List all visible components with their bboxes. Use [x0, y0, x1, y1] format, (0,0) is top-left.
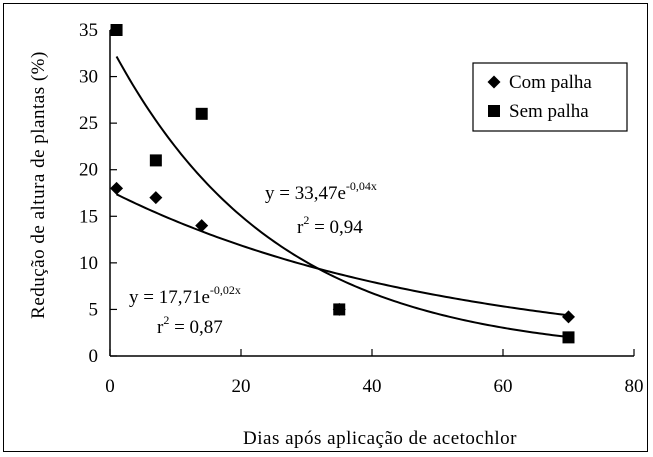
sem-palha-equation-exponent: -0,04x	[346, 179, 377, 193]
point-com-palha	[149, 191, 163, 205]
legend-marker-sem-palha	[488, 105, 500, 117]
legend: Com palha Sem palha	[472, 62, 628, 132]
point-com-palha	[562, 310, 575, 324]
y-tick-label: 20	[79, 160, 98, 181]
y-tick-label: 5	[89, 299, 99, 320]
point-sem-palha	[195, 107, 208, 120]
y-tick-label: 10	[79, 253, 98, 274]
point-com-palha	[110, 181, 124, 195]
point-sem-palha	[110, 24, 123, 36]
y-tick-label: 25	[79, 113, 98, 134]
y-axis-title: Redução de altura de plantas (%)	[28, 51, 49, 319]
sem-palha-equation-base: y = 33,47e	[265, 183, 346, 204]
x-tick-label: 80	[625, 376, 644, 397]
sem-palha-r2: r2 = 0,94	[297, 213, 363, 238]
fit-curve-sem-palha	[115, 55, 569, 339]
x-tick-label: 20	[232, 376, 251, 397]
y-tick-label: 15	[79, 206, 98, 227]
data-points	[110, 24, 575, 344]
x-axis-title: Dias após aplicação de acetochlor	[243, 428, 517, 449]
legend-label-sem-palha: Sem palha	[509, 101, 589, 122]
com-palha-equation-base: y = 17,71e	[129, 287, 210, 308]
x-tick-label: 40	[363, 376, 382, 397]
com-palha-r2-symbol: r	[157, 317, 164, 338]
fit-curve-com-palha	[116, 193, 569, 317]
legend-label-com-palha: Com palha	[509, 72, 592, 93]
com-palha-r2-value: = 0,87	[169, 317, 222, 338]
x-tick-label: 0	[105, 376, 115, 397]
sem-palha-r2-value: = 0,94	[309, 217, 363, 238]
y-tick-label: 0	[89, 346, 99, 367]
com-palha-r2: r2 = 0,87	[157, 313, 223, 338]
point-sem-palha	[333, 303, 346, 316]
fit-curves	[115, 55, 569, 339]
y-tick-label: 35	[79, 20, 98, 41]
point-sem-palha	[562, 331, 575, 344]
legend-marker-com-palha	[487, 75, 501, 89]
sem-palha-r2-symbol: r	[297, 217, 304, 238]
com-palha-r2-superscript: 2	[163, 313, 169, 327]
sem-palha-r2-superscript: 2	[303, 213, 309, 227]
x-tick-label: 60	[494, 376, 513, 397]
legend-box	[472, 62, 628, 132]
sem-palha-equation: y = 33,47e-0,04x	[265, 179, 377, 204]
com-palha-equation-exponent: -0,02x	[210, 283, 241, 297]
point-com-palha	[195, 219, 209, 233]
point-sem-palha	[149, 154, 162, 167]
axes: 0 5 10 15 20 25 30 35 0 20 40 60 80	[79, 20, 644, 397]
y-tick-label: 30	[79, 67, 98, 88]
com-palha-equation: y = 17,71e-0,02x	[129, 283, 241, 308]
